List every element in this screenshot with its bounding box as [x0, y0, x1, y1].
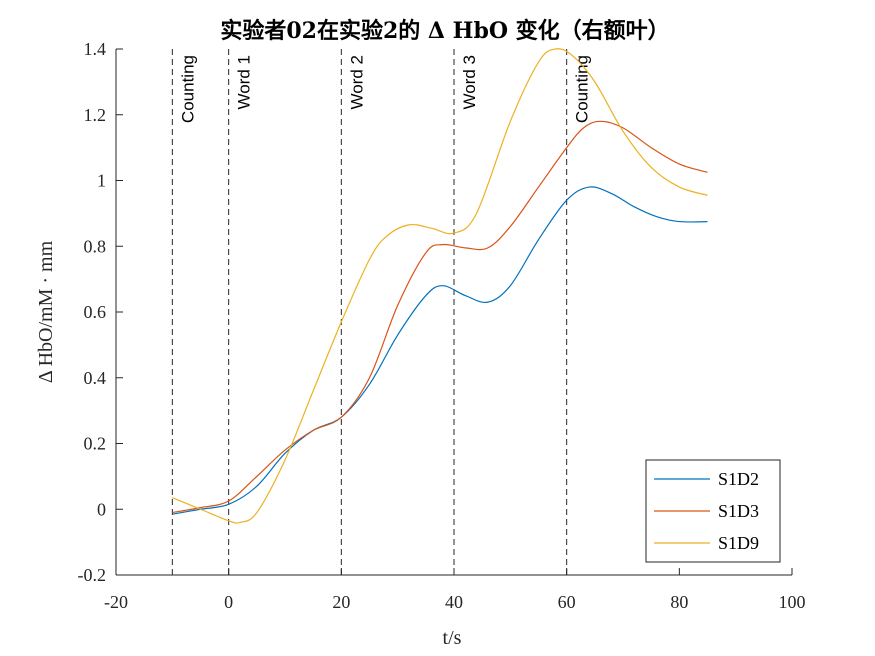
y-tick-label: 1 — [97, 171, 106, 191]
y-tick-label: 0.4 — [84, 368, 107, 388]
y-tick-label: 1.2 — [84, 105, 107, 125]
x-tick-label: -20 — [104, 592, 128, 612]
legend-box — [645, 459, 781, 563]
chart-title: 实验者02在实验2的 Δ HbO 变化（右额叶） — [220, 18, 669, 44]
x-tick-label: 80 — [670, 592, 688, 612]
y-tick-label: 0.8 — [84, 236, 107, 256]
y-axis-label: Δ HbO/mM · mm — [35, 240, 57, 383]
legend-label-s1d3: S1D3 — [718, 501, 759, 521]
x-axis-label: t/s — [443, 627, 462, 649]
legend-label-s1d2: S1D2 — [718, 469, 759, 489]
y-tick-label: 1.4 — [84, 39, 107, 59]
legend-label-s1d9: S1D9 — [718, 533, 759, 553]
x-tick-label: 60 — [558, 592, 576, 612]
x-tick-label: 20 — [332, 592, 350, 612]
series-line-s1d3 — [172, 120, 708, 514]
legend: S1D2 S1D3 S1D9 — [645, 459, 781, 563]
series-line-s1d2 — [172, 186, 708, 515]
series-line-s1d9 — [172, 48, 708, 524]
y-tick-label: 0.2 — [84, 434, 107, 454]
x-tick-label: 40 — [445, 592, 463, 612]
event-marker-label: Word 1 — [235, 55, 254, 110]
event-marker-label: Counting — [178, 55, 197, 123]
event-marker-label: Word 3 — [460, 55, 479, 110]
x-tick-label: 100 — [779, 592, 806, 612]
event-marker-label: Word 2 — [347, 55, 366, 110]
y-tick-label: -0.2 — [78, 565, 107, 585]
y-tick-label: 0 — [97, 499, 106, 519]
y-tick-label: 0.6 — [84, 302, 107, 322]
x-tick-label: 0 — [224, 592, 233, 612]
event-marker-label: Counting — [573, 55, 592, 123]
